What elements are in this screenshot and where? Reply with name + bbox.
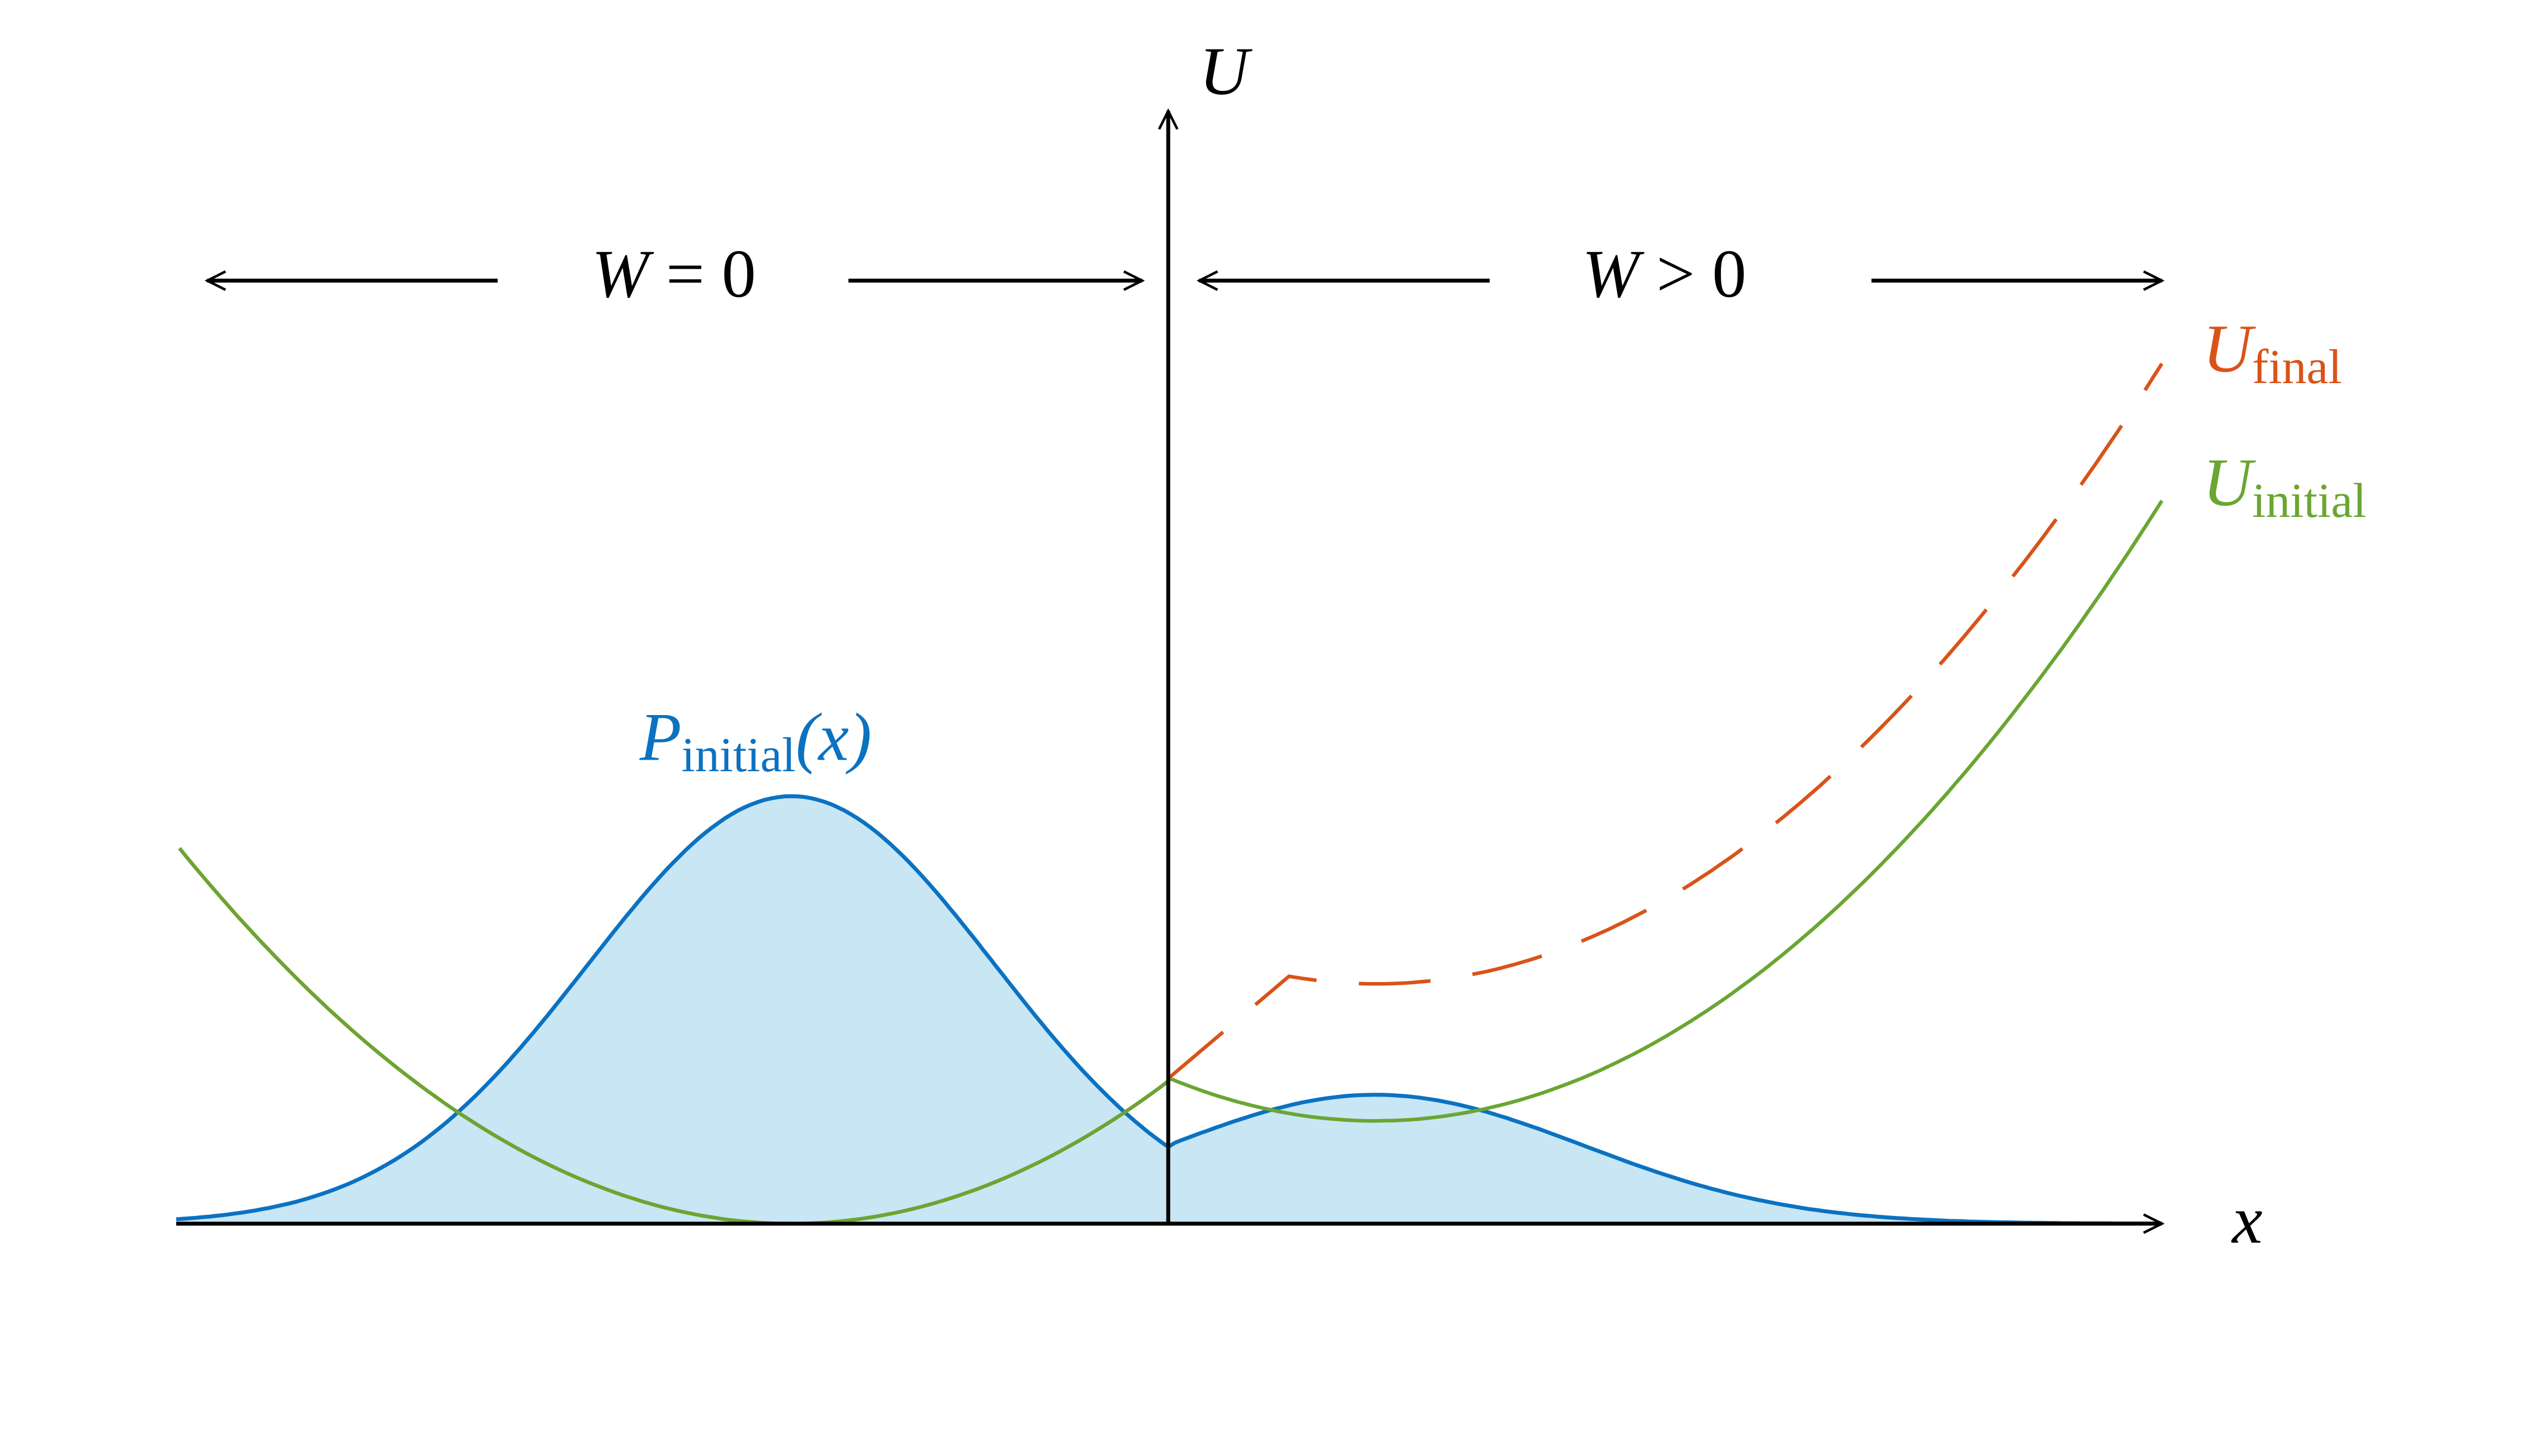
potential-initial [178,499,2163,1226]
region-label: W > 0 [1582,235,1746,311]
x-axis-label: x [2231,1181,2263,1257]
density-fill [176,796,2162,1224]
potential-final-dashed [1167,362,2163,1080]
curve-label: Ufinal [2203,310,2342,394]
region-label: W = 0 [592,235,756,311]
y-axis-label: U [1199,33,1252,109]
curve-label: Pinitial(x) [639,699,872,782]
curve-label: Uinitial [2203,444,2366,528]
